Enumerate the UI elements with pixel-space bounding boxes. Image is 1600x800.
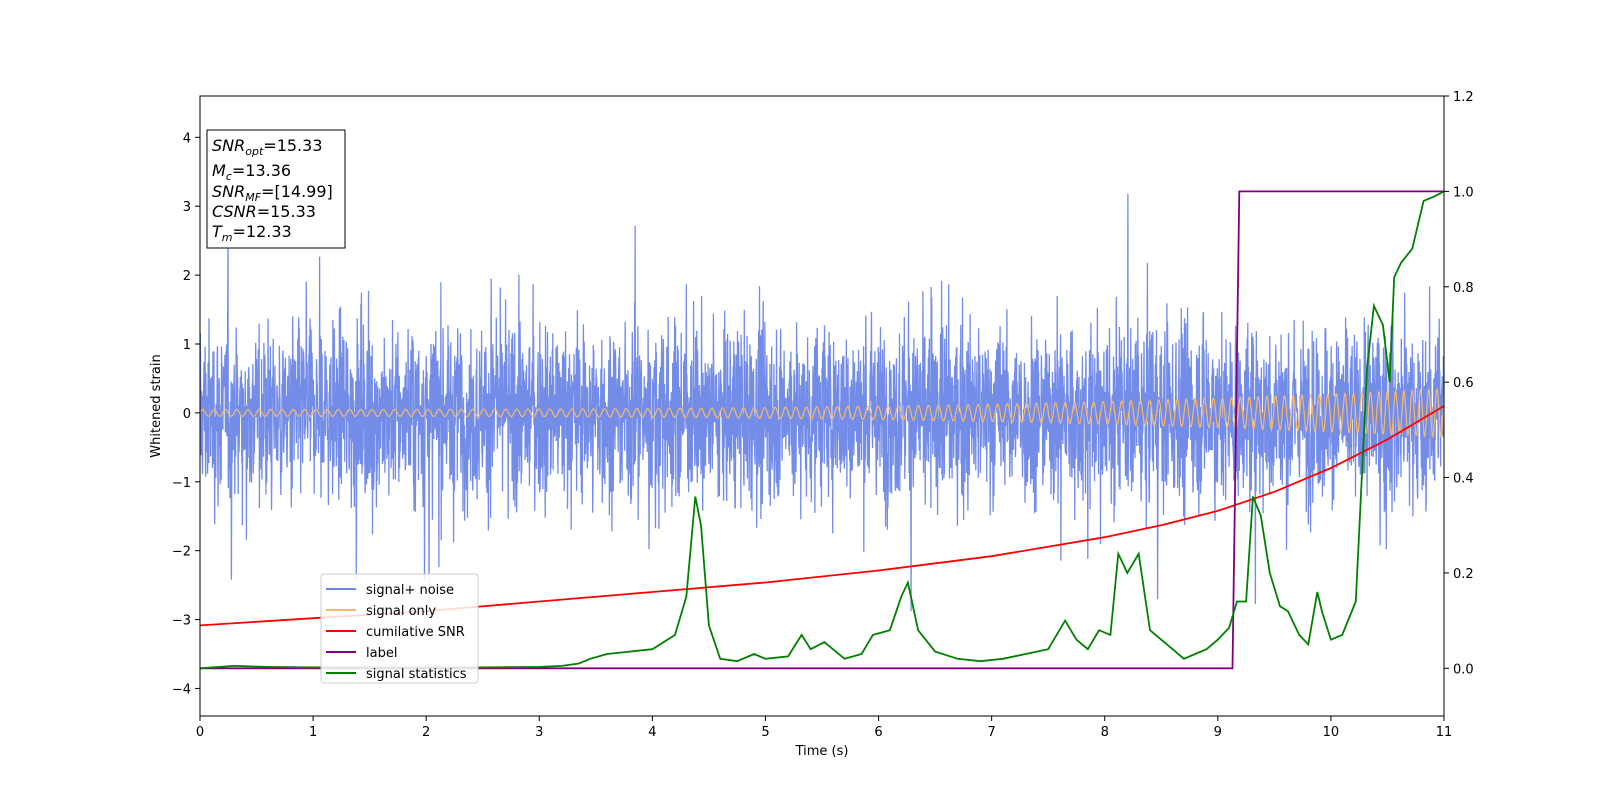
y-axis-right: 0.0 0.2 0.4 0.6 0.8 1.0 1.2 [1444,90,1474,677]
y-tick-label: 1 [183,338,191,353]
plot-frame [199,95,1445,717]
x-axis: 0 1 2 3 4 5 6 7 8 9 10 11 [196,716,1452,740]
y2-tick-label: 0.4 [1453,472,1474,487]
x-tick-label: 9 [1214,725,1222,740]
y-tick-label: 2 [183,269,191,284]
legend-label: signal only [366,604,436,619]
info-box-line: Mc=13.36 [212,161,291,183]
x-tick-label: 8 [1101,725,1109,740]
info-box: SNRopt=15.33 Mc=13.36SNRMF=[14.99]CSNR=15… [206,129,346,249]
x-tick-label: 5 [761,725,769,740]
y2-tick-label: 1.0 [1453,185,1474,200]
y2-tick-label: 0.8 [1453,281,1474,296]
x-tick-label: 1 [309,725,317,740]
y-tick-label: −1 [172,476,191,491]
y-axis-left: −4 −3 −2 −1 0 1 2 3 4 [172,131,200,697]
legend-label: cumilative SNR [366,625,465,640]
info-box-line: Tm=12.33 [212,222,292,244]
y-tick-label: −2 [172,545,191,560]
info-box-line: CSNR=15.33 [212,202,316,221]
x-tick-label: 10 [1323,725,1340,740]
y-tick-label: 4 [183,131,191,146]
y-tick-label: −4 [172,682,191,697]
y2-tick-label: 0.6 [1453,376,1474,391]
y-tick-label: 0 [183,407,191,422]
legend-frame [320,573,479,684]
y2-tick-label: 1.2 [1453,90,1474,105]
x-tick-label: 7 [987,725,995,740]
legend-label: signal+ noise [366,583,454,598]
legend-label: label [366,646,397,661]
series-label [200,190,1444,670]
info-box-frame [206,129,346,249]
info-box-line: SNRMF=[14.99] [212,182,333,204]
y-tick-label: 3 [183,200,191,215]
y-axis-label: Whitened strain [149,354,164,457]
y-tick-label: −3 [172,614,191,629]
y2-tick-label: 0.0 [1453,662,1474,677]
y2-tick-label: 0.2 [1453,567,1474,582]
x-tick-label: 0 [196,725,204,740]
x-axis-label: Time (s) [795,744,849,759]
x-tick-label: 11 [1436,725,1453,740]
info-box-line: SNRopt=15.33 [212,136,323,158]
series-signal-statistics [200,190,1444,670]
x-tick-label: 3 [535,725,543,740]
legend-label: signal statistics [366,667,467,682]
x-tick-label: 6 [874,725,882,740]
legend: signal+ noise signal only cumilative SNR la… [320,573,479,684]
x-tick-label: 2 [422,725,430,740]
x-tick-label: 4 [648,725,656,740]
